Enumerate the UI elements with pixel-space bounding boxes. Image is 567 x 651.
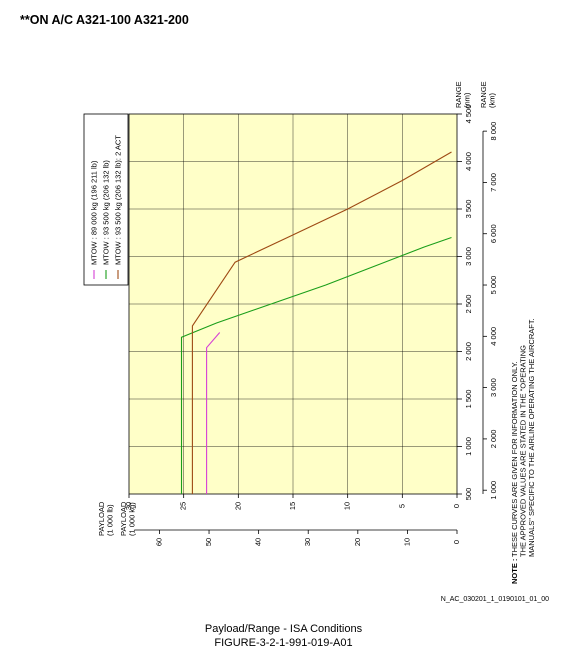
- tick-label-payload-lb: 0: [452, 540, 461, 544]
- axis-title-range-nm: RANGE(nm): [454, 81, 472, 108]
- page-header: **ON A/C A321-100 A321-200: [20, 13, 189, 27]
- figure-caption: Payload/Range - ISA Conditions FIGURE-3-…: [0, 622, 567, 650]
- tick-label-payload-kg: 15: [288, 502, 297, 510]
- tick-label-payload-lb: 50: [204, 538, 213, 546]
- tick-label-range-nm: 3 000: [464, 247, 473, 266]
- axis-title-payload-kg: PAYLOAD(1 000 kg): [119, 501, 137, 536]
- series-line-1: [206, 332, 221, 494]
- tick-label-payload-kg: 10: [343, 502, 352, 510]
- tick-label-payload-kg: 20: [233, 502, 242, 510]
- tick-label-range-km: 3 000: [489, 378, 498, 397]
- tick-label-range-km: 7 000: [489, 173, 498, 192]
- document-reference: N_AC_030201_1_0190101_01_00: [440, 596, 549, 603]
- note-title: NOTE :: [510, 559, 519, 584]
- tick-label-range-km: 8 000: [489, 122, 498, 141]
- tick-label-range-km: 4 000: [489, 327, 498, 346]
- tick-label-payload-kg: 0: [452, 504, 461, 508]
- tick-label-payload-lb: 10: [402, 538, 411, 546]
- axis-title-payload-lb: PAYLOAD(1 000 lb): [97, 501, 115, 536]
- legend-label-3: MTOW : 93 500 kg (206 132 lb): 2 ACT: [114, 135, 123, 265]
- tick-label-payload-kg: 30: [124, 502, 133, 510]
- tick-label-range-km: 2 000: [489, 430, 498, 449]
- caption-title: Payload/Range - ISA Conditions: [204, 623, 363, 635]
- tick-label-payload-kg: 25: [179, 502, 188, 510]
- note-line-2: THE APPROVED VALUES ARE STATED IN THE "O…: [519, 345, 528, 557]
- series-line-3: [191, 151, 452, 494]
- tick-label-range-nm: 2 500: [464, 295, 473, 314]
- tick-label-payload-lb: 60: [154, 538, 163, 546]
- series-line-2: [180, 236, 452, 494]
- tick-label-range-nm: 1 000: [464, 437, 473, 456]
- tick-label-range-nm: 4 000: [464, 152, 473, 171]
- tick-label-range-nm: 3 500: [464, 200, 473, 219]
- tick-label-range-km: 5 000: [489, 276, 498, 295]
- tick-label-range-nm: 2 000: [464, 342, 473, 361]
- note-line-3: MANUALS" SPECIFIC TO THE AIRLINE OPERATI…: [527, 318, 536, 557]
- tick-label-payload-lb: 30: [303, 538, 312, 546]
- tick-label-payload-kg: 5: [397, 504, 406, 508]
- tick-label-payload-lb: 20: [353, 538, 362, 546]
- legend-label-2: MTOW : 93 500 kg (206 132 lb): [102, 160, 111, 265]
- tick-label-range-nm: 1 500: [464, 390, 473, 409]
- axis-title-range-km: RANGE(km): [479, 81, 497, 108]
- note-line-1: THESE CURVES ARE GIVEN FOR INFORMATION O…: [510, 361, 519, 557]
- tick-label-range-nm: 4 500: [464, 105, 473, 124]
- tick-label-range-nm: 500: [464, 488, 473, 501]
- tick-label-range-km: 1 000: [489, 481, 498, 500]
- caption-figure-id: FIGURE-3-2-1-991-019-A01: [214, 637, 353, 649]
- legend-box: [83, 113, 129, 286]
- tick-label-range-km: 6 000: [489, 224, 498, 243]
- tick-label-payload-lb: 40: [254, 538, 263, 546]
- legend-label-1: MTOW : 89 000 kg (196 211 lb): [90, 160, 99, 265]
